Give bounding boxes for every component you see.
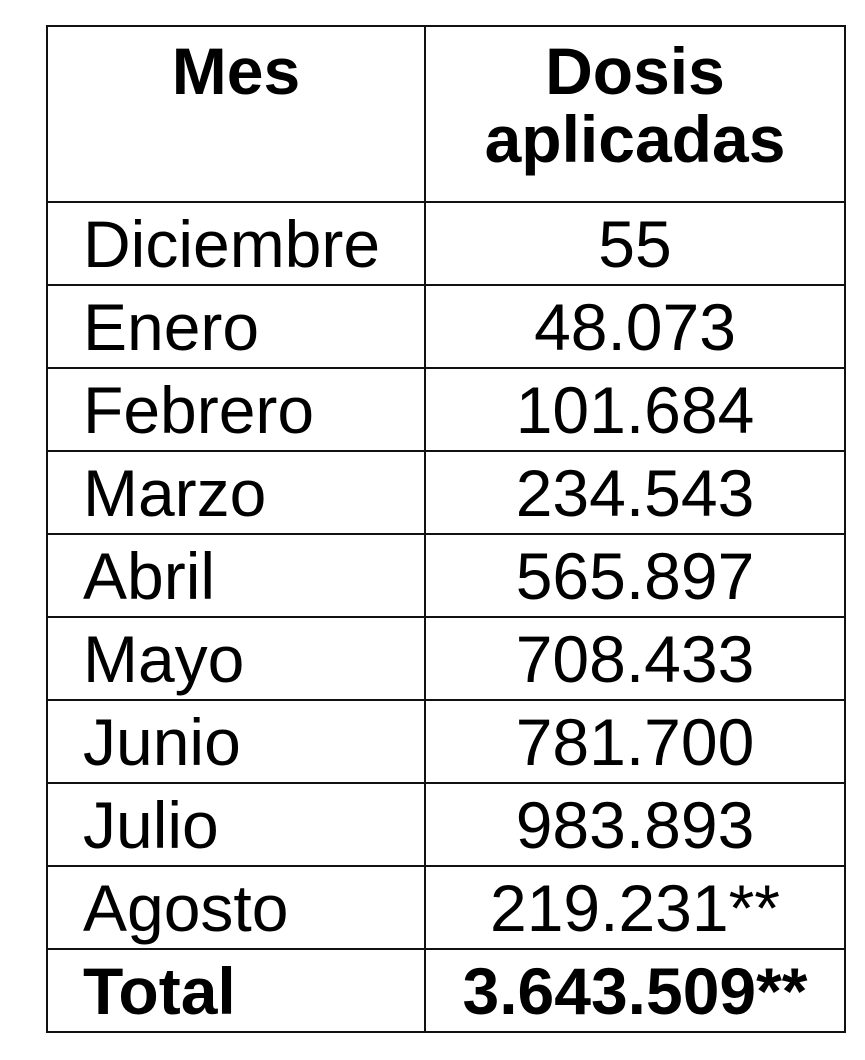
doses-cell: 781.700 (424, 699, 846, 784)
doses-cell: 219.231** (424, 865, 846, 950)
table-row: Julio 983.893 (46, 782, 846, 867)
table-row: Diciembre 55 (46, 201, 846, 286)
doses-cell: 101.684 (424, 367, 846, 452)
month-cell: Diciembre (46, 201, 426, 286)
month-cell: Agosto (46, 865, 426, 950)
month-cell: Abril (46, 533, 426, 618)
month-cell: Febrero (46, 367, 426, 452)
total-value: 3.643.509** (424, 948, 846, 1033)
table-row: Abril 565.897 (46, 533, 846, 618)
table-row: Febrero 101.684 (46, 367, 846, 452)
month-cell: Enero (46, 284, 426, 369)
header-mes: Mes (46, 25, 426, 203)
doses-cell: 565.897 (424, 533, 846, 618)
table-row: Enero 48.073 (46, 284, 846, 369)
doses-cell: 234.543 (424, 450, 846, 535)
table-row: Agosto 219.231** (46, 865, 846, 950)
header-row: Mes Dosis aplicadas (46, 25, 846, 203)
doses-cell: 708.433 (424, 616, 846, 701)
month-cell: Julio (46, 782, 426, 867)
month-cell: Marzo (46, 450, 426, 535)
total-row: Total 3.643.509** (46, 948, 846, 1033)
total-label: Total (46, 948, 426, 1033)
doses-table: Mes Dosis aplicadas Diciembre 55 Enero 48.0… (46, 25, 846, 1033)
doses-cell: 983.893 (424, 782, 846, 867)
header-dosis: Dosis aplicadas (424, 25, 846, 203)
doses-cell: 55 (424, 201, 846, 286)
table-row: Mayo 708.433 (46, 616, 846, 701)
table-row: Junio 781.700 (46, 699, 846, 784)
doses-cell: 48.073 (424, 284, 846, 369)
table-row: Marzo 234.543 (46, 450, 846, 535)
month-cell: Junio (46, 699, 426, 784)
month-cell: Mayo (46, 616, 426, 701)
